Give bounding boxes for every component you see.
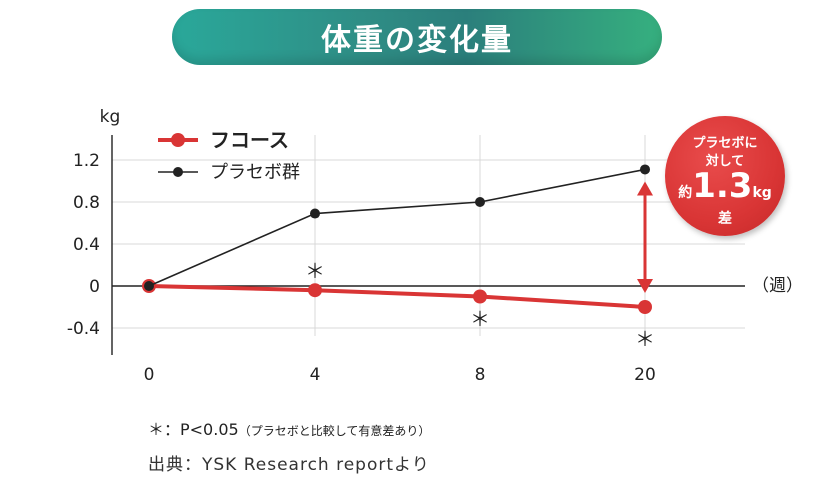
y-tick-label: 1.2 [73,151,100,171]
badge-prefix: 約 [678,185,693,201]
difference-badge: プラセボに 対して 約1.3kg 差 [665,116,785,236]
x-tick-label: 20 [634,365,656,385]
placebo-data-point [144,281,154,291]
placebo-data-point [640,164,650,175]
legend-placebo-label: プラセボ群 [210,162,300,183]
x-tick-label: 4 [310,365,321,385]
badge-value: 1.3 [692,166,753,206]
chart-axes [111,135,745,355]
badge-line4: 差 [718,211,732,227]
significance-note-detail: （プラセボと比較して有意差あり） [238,424,431,438]
chart-title: 体重の変化量 [321,23,513,58]
difference-arrow [637,181,653,293]
significance-note-main: ＊：P<0.05 [148,420,239,439]
significance-marks: ＊ ＊ ＊ [305,259,655,351]
axis-labels: 1.2 0.8 0.4 0 -0.4 0 4 8 20 kg （週） [67,107,803,385]
y-tick-label: -0.4 [67,319,100,339]
y-tick-label: 0 [89,277,100,297]
title-banner: 体重の変化量 [172,9,662,65]
significance-star: ＊ [470,307,490,331]
difference-arrow-head-down [637,279,653,293]
y-axis-unit: kg [100,107,121,127]
badge-value-line: 約1.3kg [665,166,785,206]
x-axis-unit: （週） [752,276,803,296]
fucose-data-point [473,289,487,304]
x-tick-label: 8 [475,365,486,385]
placebo-data-point [310,208,320,219]
difference-arrow-head-up [637,181,653,196]
fucose-data-point [638,300,652,314]
placebo-series-line [148,168,646,287]
significance-star: ＊ [635,327,655,351]
x-tick-label: 0 [144,365,155,385]
fucose-data-point [308,283,322,298]
badge-line1: プラセボに [692,136,758,151]
significance-note: ＊：P<0.05（プラセボと比較して有意差あり） [148,416,430,440]
fucose-series-line [148,284,646,309]
badge-unit: kg [752,185,772,201]
legend-fucose-label: フコース [210,128,289,152]
y-tick-label: 0.4 [73,235,100,255]
series-group [142,164,652,314]
legend-placebo-marker [173,167,183,177]
significance-star: ＊ [305,259,325,283]
legend-fucose-marker [171,133,185,147]
placebo-data-point [475,197,485,207]
y-tick-label: 0.8 [73,193,100,213]
source-citation: 出典：YSK Research reportより [148,455,430,475]
badge-line2: 対して [705,154,745,169]
